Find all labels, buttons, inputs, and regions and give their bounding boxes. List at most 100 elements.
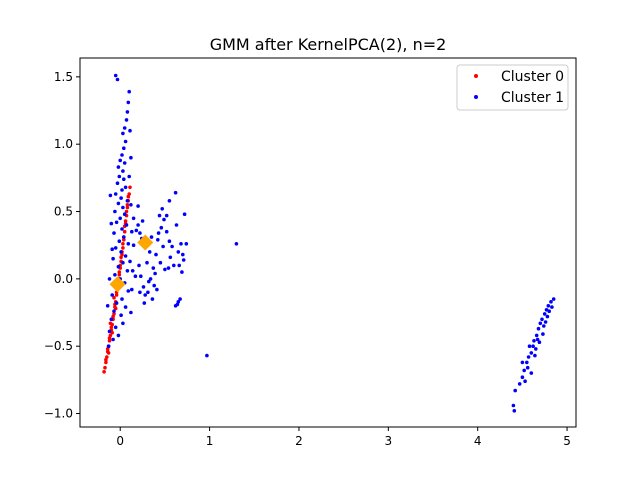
data-point	[549, 300, 553, 304]
x-axis: 0 1 2 3 4 5	[116, 427, 571, 448]
data-point	[104, 357, 108, 362]
data-point	[122, 229, 127, 234]
data-point	[174, 223, 179, 227]
data-point	[180, 270, 184, 274]
data-point	[125, 269, 130, 273]
x-tick-label: 5	[563, 434, 571, 448]
data-point	[172, 263, 176, 268]
cluster-center-0	[109, 276, 126, 293]
legend-marker-cluster-1	[474, 95, 478, 99]
data-point	[126, 289, 131, 293]
data-point	[120, 227, 124, 231]
data-point	[130, 269, 135, 273]
data-point	[526, 355, 531, 359]
cluster-center-1	[137, 234, 154, 251]
data-point	[164, 213, 169, 218]
data-point	[115, 77, 120, 82]
data-point	[156, 238, 160, 242]
data-point	[120, 297, 124, 301]
data-point	[119, 250, 123, 254]
data-point	[118, 216, 122, 221]
data-point	[520, 360, 525, 365]
data-point	[123, 139, 128, 144]
data-point	[162, 217, 166, 222]
data-point	[108, 321, 113, 326]
data-point	[109, 221, 114, 226]
data-point	[102, 370, 106, 374]
data-point	[134, 228, 139, 233]
data-point	[205, 353, 209, 358]
data-point	[122, 212, 127, 216]
data-point	[123, 185, 128, 190]
data-point	[111, 337, 115, 342]
data-point	[547, 309, 551, 314]
data-point	[116, 333, 121, 338]
y-tick-label: 1.0	[54, 137, 73, 151]
data-point	[176, 250, 181, 254]
data-point	[110, 330, 114, 335]
data-point	[128, 259, 132, 264]
data-point	[122, 146, 126, 150]
data-point	[121, 131, 125, 136]
data-point	[133, 274, 138, 279]
data-point	[550, 305, 554, 309]
data-point	[532, 339, 536, 343]
data-point	[121, 205, 125, 210]
data-point	[114, 220, 119, 225]
data-point	[127, 192, 131, 196]
data-point	[123, 219, 128, 223]
data-point	[544, 308, 549, 312]
data-point	[125, 205, 130, 210]
data-point	[551, 297, 556, 301]
data-point	[534, 347, 538, 351]
data-point	[145, 260, 149, 265]
data-point	[116, 165, 121, 169]
data-point	[523, 379, 527, 384]
y-tick-label: 0.5	[54, 205, 73, 219]
data-point	[543, 320, 548, 324]
data-point	[121, 260, 125, 265]
data-point	[127, 174, 131, 179]
data-point	[125, 110, 130, 114]
data-point	[167, 199, 172, 203]
data-point	[122, 126, 127, 130]
data-point	[177, 263, 181, 268]
data-point	[143, 293, 147, 297]
data-point	[110, 293, 114, 297]
data-point	[110, 247, 114, 251]
data-point	[113, 246, 118, 250]
data-point	[124, 223, 129, 227]
data-point	[107, 339, 112, 343]
series-cluster-1	[105, 73, 556, 413]
data-point	[160, 207, 164, 211]
data-point	[179, 242, 183, 246]
data-point	[129, 310, 133, 315]
data-point	[121, 246, 125, 250]
data-point	[136, 223, 140, 227]
data-point	[127, 89, 131, 94]
data-point	[121, 242, 125, 246]
data-point	[114, 293, 119, 297]
data-point	[534, 333, 539, 338]
data-point	[163, 267, 167, 272]
data-point	[107, 277, 112, 281]
data-point	[113, 273, 117, 277]
y-axis: −1.0 −0.5 0.0 0.5 1.0 1.5	[44, 70, 80, 421]
data-point	[117, 270, 122, 274]
data-point	[111, 314, 115, 319]
data-point	[120, 188, 124, 192]
data-point	[542, 324, 546, 328]
legend: Cluster 0 Cluster 1	[456, 64, 569, 111]
data-point	[181, 258, 186, 262]
data-point	[126, 100, 131, 105]
data-point	[155, 287, 159, 292]
data-point	[545, 314, 550, 319]
data-point	[167, 239, 172, 243]
data-point	[125, 203, 130, 207]
data-point	[140, 219, 145, 223]
data-point	[147, 279, 151, 284]
data-point	[128, 185, 132, 190]
data-point	[117, 273, 122, 277]
x-tick-label: 2	[295, 434, 303, 448]
